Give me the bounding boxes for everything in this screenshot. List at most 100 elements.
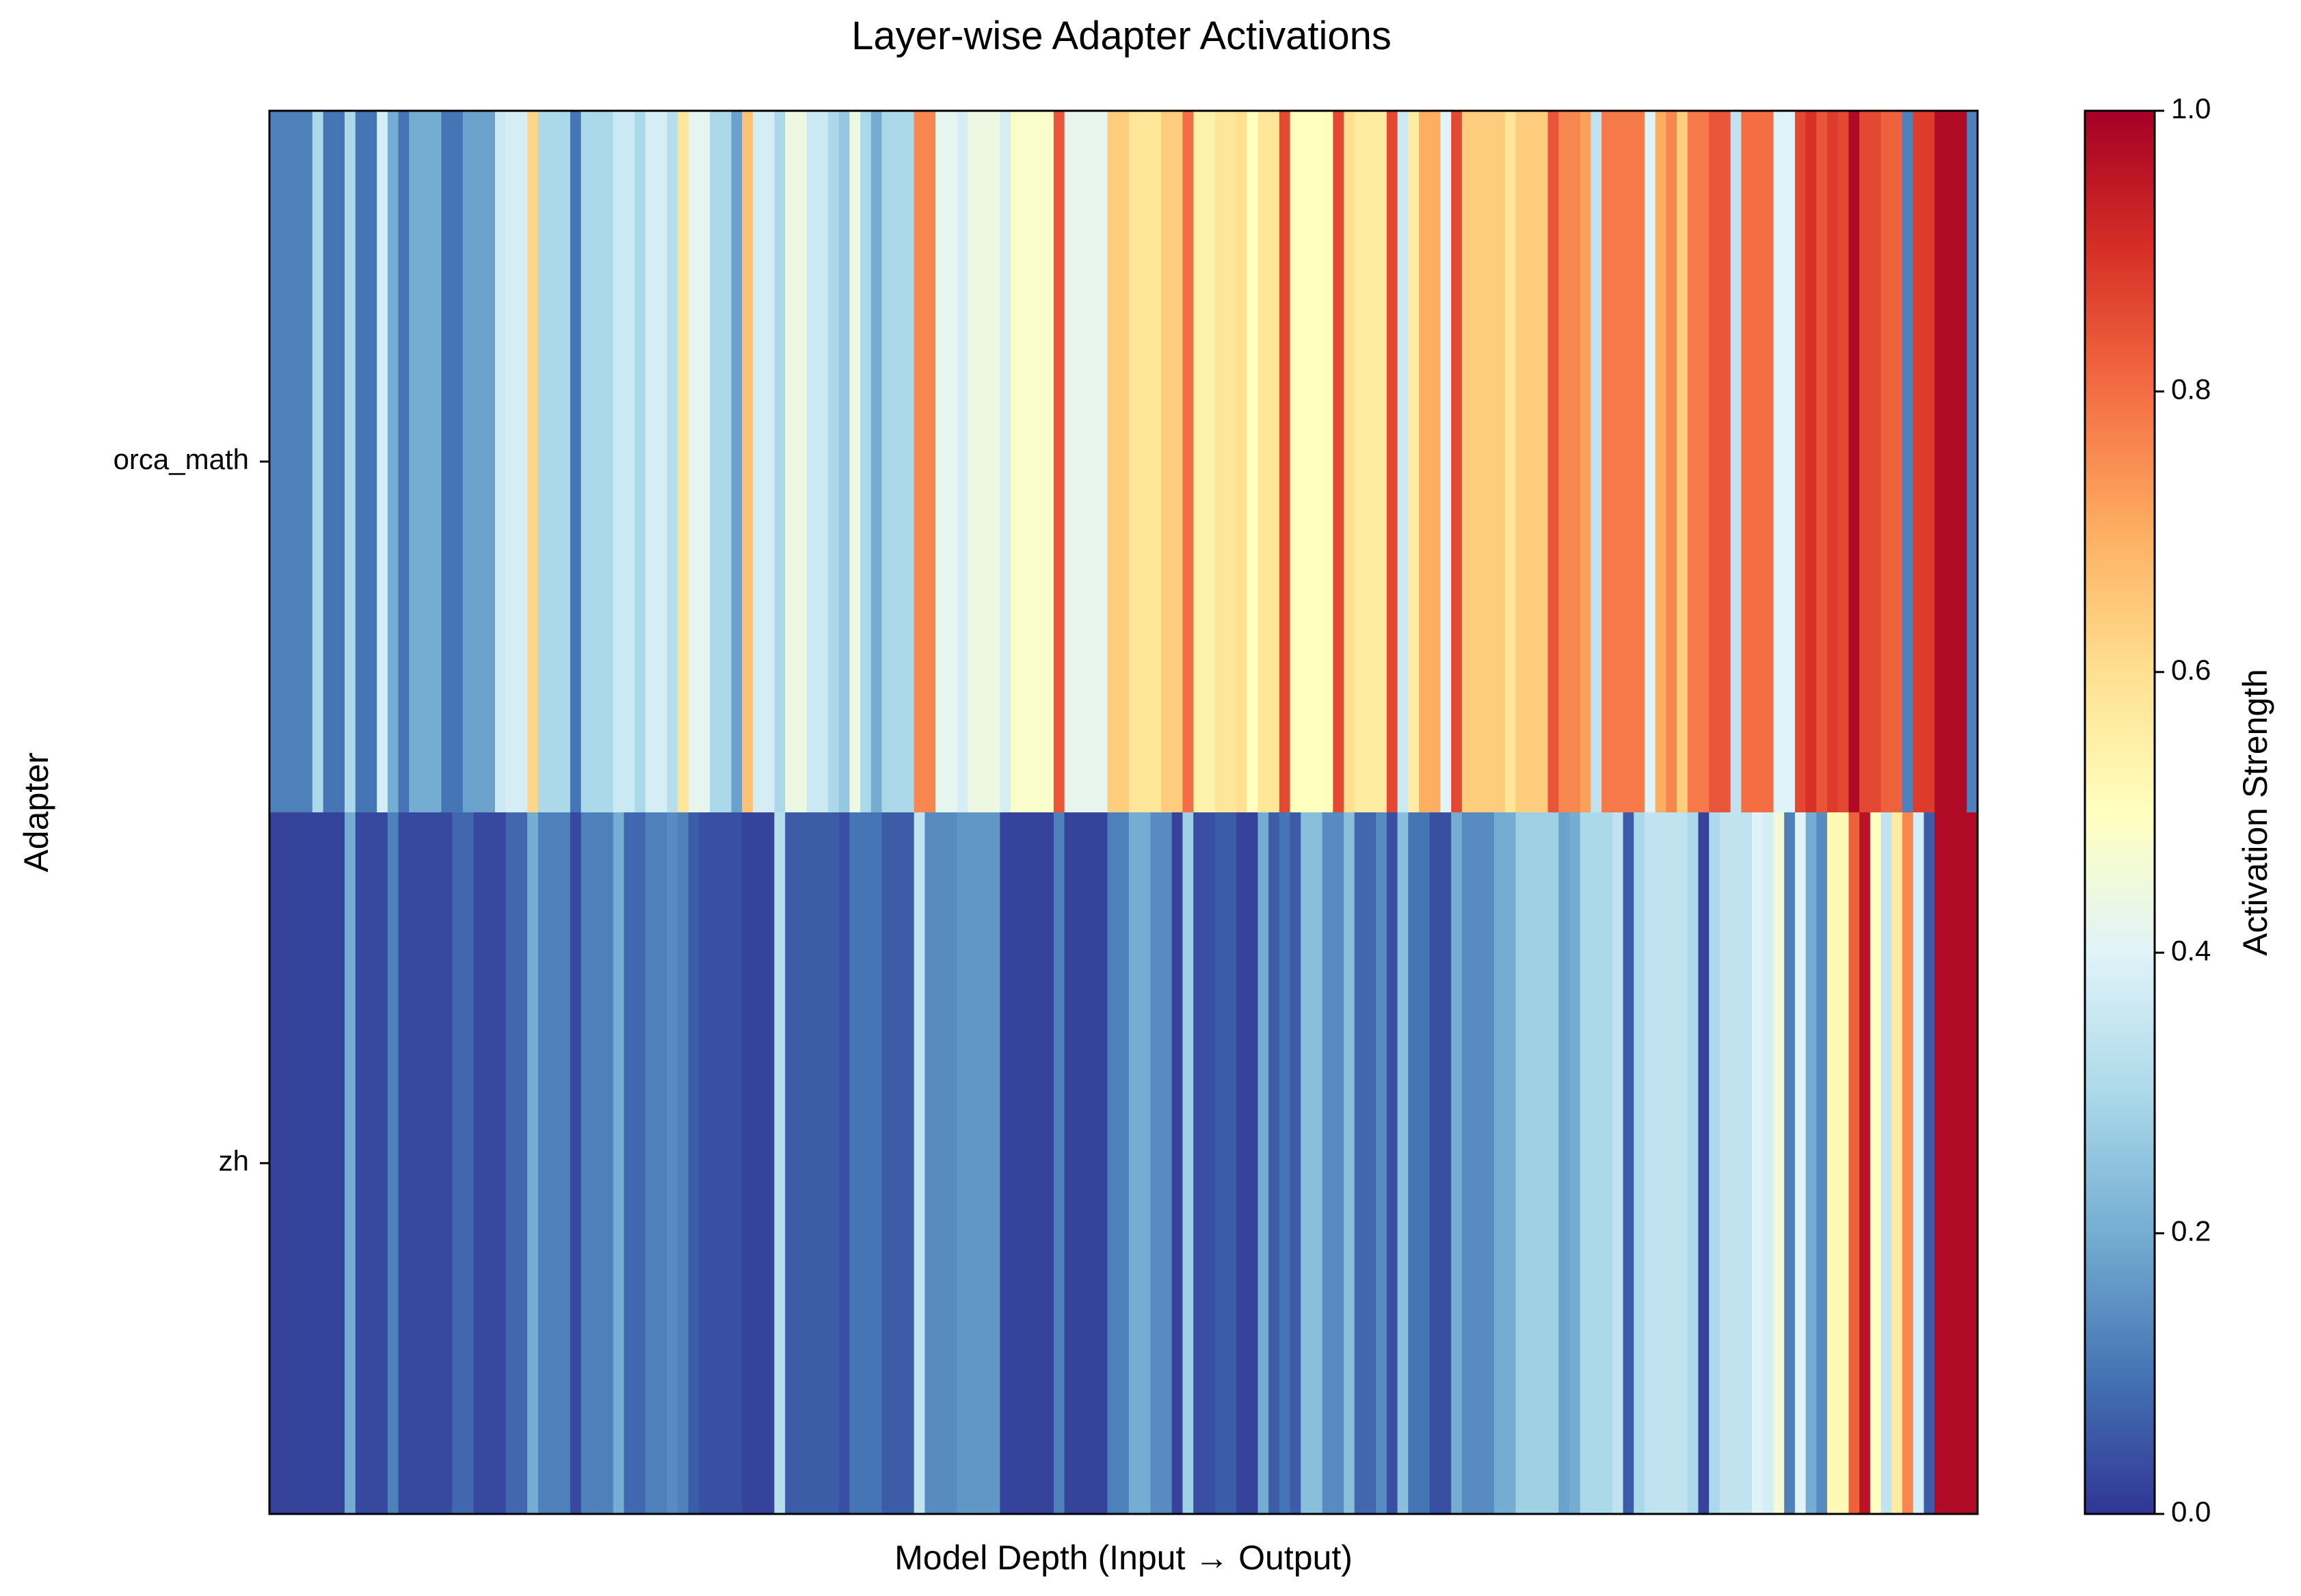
- heatmap-cell-orca-math-26: [548, 111, 560, 813]
- heatmap-cell-orca-math-138: [1752, 111, 1764, 813]
- colorbar-tick-label-3: 0.6: [2171, 654, 2211, 686]
- heatmap-cell-orca-math-31: [602, 111, 614, 813]
- heatmap-cell-zh-134: [1709, 812, 1720, 1515]
- heatmap-cell-orca-math-20: [484, 111, 496, 813]
- heatmap-cell-orca-math-158: [1967, 111, 1978, 813]
- heatmap-cell-orca-math-99: [1333, 111, 1344, 813]
- heatmap-cell-orca-math-30: [591, 111, 603, 813]
- heatmap-cell-orca-math-5: [323, 111, 334, 813]
- heatmap-cell-zh-24: [527, 812, 539, 1515]
- heatmap-cell-orca-math-146: [1837, 111, 1850, 813]
- heatmap-cell-orca-math-13: [409, 111, 421, 813]
- heatmap-cell-orca-math-41: [710, 111, 721, 813]
- heatmap-cell-orca-math-12: [398, 111, 410, 813]
- heatmap-cell-zh-33: [624, 812, 635, 1515]
- heatmap-cell-zh-104: [1386, 812, 1398, 1515]
- heatmap-cell-orca-math-56: [870, 111, 883, 813]
- heatmap-cell-orca-math-121: [1569, 111, 1581, 813]
- heatmap-cell-orca-math-118: [1537, 111, 1549, 813]
- heatmap-cell-orca-math-15: [430, 111, 442, 813]
- heatmap-cell-zh-60: [914, 812, 925, 1515]
- heatmap-cell-zh-131: [1677, 812, 1688, 1515]
- heatmap-cell-zh-82: [1150, 812, 1162, 1515]
- heatmap-cell-orca-math-123: [1591, 111, 1602, 813]
- heatmap-cell-zh-67: [989, 812, 1000, 1515]
- heatmap-cell-orca-math-108: [1429, 111, 1441, 813]
- heatmap-cell-zh-121: [1569, 812, 1581, 1515]
- heatmap-cell-zh-39: [688, 812, 700, 1515]
- heatmap-cell-zh-72: [1043, 812, 1054, 1515]
- heatmap-cell-zh-103: [1376, 812, 1387, 1515]
- heatmap-cell-zh-145: [1827, 812, 1839, 1515]
- heatmap-cell-zh-96: [1301, 812, 1312, 1515]
- heatmap-cell-orca-math-115: [1504, 111, 1517, 813]
- heatmap-cell-zh-154: [1924, 812, 1935, 1515]
- heatmap-cell-orca-math-29: [581, 111, 592, 813]
- heatmap-cell-zh-111: [1461, 812, 1474, 1515]
- heatmap-cell-orca-math-122: [1580, 111, 1592, 813]
- heatmap-cell-orca-math-47: [774, 111, 786, 813]
- heatmap-cell-zh-138: [1752, 812, 1764, 1515]
- heatmap-cell-zh-14: [419, 812, 431, 1515]
- heatmap-cell-zh-73: [1053, 812, 1065, 1515]
- heatmap-cell-orca-math-117: [1526, 111, 1538, 813]
- heatmap-cell-orca-math-155: [1934, 111, 1946, 813]
- heatmap-cell-orca-math-105: [1397, 111, 1409, 813]
- heatmap-cell-orca-math-101: [1354, 111, 1366, 813]
- heatmap-cell-zh-68: [1000, 812, 1011, 1515]
- heatmap-cell-orca-math-54: [849, 111, 861, 813]
- heatmap-cell-orca-math-34: [635, 111, 646, 813]
- heatmap-cell-orca-math-109: [1440, 111, 1452, 813]
- heatmap-cell-zh-22: [505, 812, 517, 1515]
- heatmap-cell-orca-math-126: [1623, 111, 1634, 813]
- heatmap-cell-orca-math-149: [1870, 111, 1882, 813]
- colorbar-frame: [2084, 109, 2156, 1515]
- heatmap-cell-zh-37: [667, 812, 678, 1515]
- heatmap-cell-orca-math-40: [699, 111, 710, 813]
- heatmap-cell-orca-math-88: [1214, 111, 1226, 813]
- heatmap-cell-orca-math-66: [978, 111, 990, 813]
- heatmap-cell-orca-math-21: [494, 111, 507, 813]
- heatmap-cell-orca-math-112: [1472, 111, 1484, 813]
- heatmap-cell-zh-153: [1913, 812, 1925, 1515]
- heatmap-cell-orca-math-37: [667, 111, 678, 813]
- heatmap-cell-zh-75: [1075, 812, 1087, 1515]
- heatmap-cell-orca-math-107: [1419, 111, 1431, 813]
- heatmap-cell-zh-4: [312, 812, 324, 1515]
- heatmap-cell-orca-math-14: [419, 111, 431, 813]
- heatmap-cell-zh-20: [484, 812, 496, 1515]
- heatmap-cell-orca-math-92: [1258, 111, 1269, 813]
- heatmap-cell-zh-95: [1290, 812, 1301, 1515]
- heatmap-cell-orca-math-22: [505, 111, 517, 813]
- heatmap-cell-orca-math-16: [441, 111, 453, 813]
- heatmap-cell-orca-math-104: [1386, 111, 1398, 813]
- heatmap-cell-zh-13: [409, 812, 421, 1515]
- heatmap-cell-orca-math-124: [1601, 111, 1613, 813]
- heatmap-cell-orca-math-96: [1301, 111, 1312, 813]
- heatmap-cell-orca-math-154: [1924, 111, 1935, 813]
- heatmap-cell-orca-math-70: [1021, 111, 1033, 813]
- heatmap-cell-zh-46: [763, 812, 775, 1515]
- heatmap-cell-orca-math-50: [806, 111, 818, 813]
- heatmap-cell-zh-87: [1203, 812, 1216, 1515]
- heatmap-cell-orca-math-48: [785, 111, 797, 813]
- colorbar-tick-label-2: 0.4: [2171, 934, 2211, 966]
- heatmap-cell-zh-88: [1214, 812, 1226, 1515]
- chart-title: Layer-wise Adapter Activations: [851, 14, 1392, 58]
- heatmap-cell-zh-98: [1322, 812, 1333, 1515]
- heatmap-cell-orca-math-43: [731, 111, 743, 813]
- heatmap-cell-zh-120: [1558, 812, 1570, 1515]
- heatmap-cell-orca-math-7: [344, 111, 356, 813]
- heatmap-cell-orca-math-59: [903, 111, 915, 813]
- heatmap-cell-zh-25: [537, 812, 550, 1515]
- colorbar: 0.0 0.2 0.4 0.6 0.8 1.0 Activation Strength: [2084, 92, 2274, 1528]
- heatmap-cell-orca-math-25: [537, 111, 550, 813]
- heatmap-cell-zh-79: [1118, 812, 1130, 1515]
- heatmap-cell-orca-math-44: [742, 111, 754, 813]
- heatmap-cell-zh-83: [1160, 812, 1173, 1515]
- heatmap-cell-orca-math-153: [1913, 111, 1925, 813]
- heatmap-cell-orca-math-136: [1730, 111, 1742, 813]
- heatmap-cell-orca-math-32: [613, 111, 625, 813]
- heatmap-cell-orca-math-135: [1719, 111, 1731, 813]
- heatmap-cell-zh-127: [1634, 812, 1645, 1515]
